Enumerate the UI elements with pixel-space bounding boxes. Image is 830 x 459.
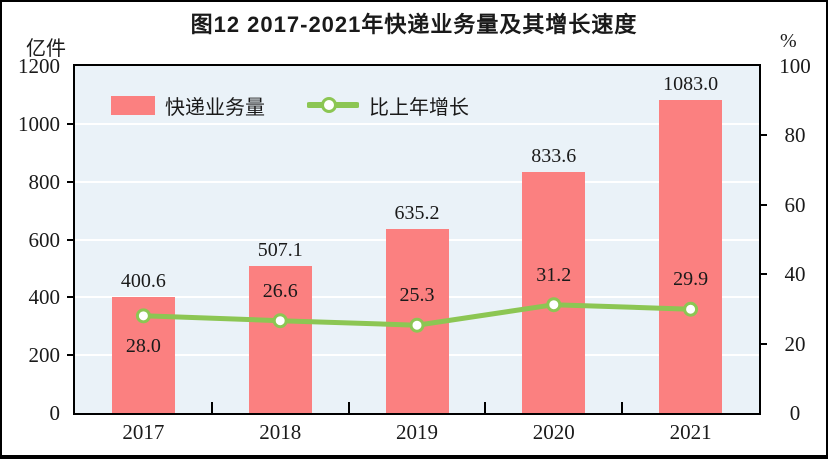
line-legend-label: 比上年增长 <box>369 96 469 119</box>
x-axis-category-label: 2019 <box>395 420 438 444</box>
plot-area: 400.6 507.1 635.2 833.6 1083.0 28.0 26.6 25.3 31… <box>73 64 761 415</box>
left-axis-tick-label: 600 <box>28 227 61 252</box>
growth-value-label: 29.9 <box>673 268 709 291</box>
chart-title: 图12 2017-2021年快递业务量及其增长速度 <box>190 12 638 37</box>
left-axis-tickmark <box>67 180 73 183</box>
right-axis-tickmark <box>761 134 767 137</box>
left-axis-tickmark <box>67 122 73 125</box>
line-point-2017 <box>135 308 151 324</box>
growth-line-chart <box>135 297 699 333</box>
right-axis-unit-label: % <box>780 30 797 52</box>
right-axis-tick-label: 80 <box>784 123 806 148</box>
growth-value-label: 31.2 <box>536 263 572 286</box>
right-axis-tickmark <box>761 342 767 345</box>
right-axis-tick-label: 100 <box>779 54 811 78</box>
bar-value-label: 400.6 <box>120 270 166 293</box>
right-axis-tickmark <box>761 203 767 206</box>
x-axis-category-label: 2021 <box>669 420 712 444</box>
gridline <box>75 122 759 125</box>
right-axis-tick-label: 0 <box>789 401 801 425</box>
bar-legend-swatch-icon <box>111 95 155 115</box>
line-point-2019 <box>409 317 425 333</box>
growth-value-label: 28.0 <box>125 334 161 357</box>
x-axis-tickmark <box>484 402 487 413</box>
right-axis-tick-label: 40 <box>784 262 806 287</box>
growth-value-label: 25.3 <box>399 284 435 307</box>
growth-value-label: 26.6 <box>262 279 298 302</box>
right-axis-tick-label: 20 <box>784 331 806 356</box>
x-axis-category-label: 2018 <box>259 420 302 444</box>
x-axis-tickmark <box>347 402 350 413</box>
legend: 快递业务量 比上年增长 <box>111 93 469 119</box>
left-axis-tickmark <box>67 238 73 241</box>
left-axis-tick-label: 200 <box>28 343 61 368</box>
x-axis-category-label: 2020 <box>532 420 575 444</box>
left-axis-tick-label: 800 <box>28 169 61 194</box>
x-axis-tickmark <box>621 402 624 413</box>
left-axis-tickmark <box>67 354 73 357</box>
gridline <box>75 180 759 183</box>
line-point-2018 <box>272 313 288 329</box>
left-axis-tick-label: 1200 <box>18 54 60 78</box>
x-axis-category-label: 2017 <box>122 420 165 444</box>
left-axis-tickmark <box>67 296 73 299</box>
bar-value-label: 635.2 <box>394 202 440 225</box>
bar-value-label: 833.6 <box>531 144 577 167</box>
line-point-2021 <box>683 301 699 317</box>
line-legend-swatch-icon <box>307 97 359 113</box>
bar-2018 <box>248 266 312 413</box>
bar-2021 <box>659 99 723 413</box>
right-axis-tick-label: 60 <box>784 192 806 217</box>
left-axis-tick-label: 0 <box>49 401 61 425</box>
right-axis-tickmark <box>761 273 767 276</box>
bar-value-label: 507.1 <box>257 239 303 262</box>
x-axis-tickmark <box>210 402 213 413</box>
bar-legend-label: 快递业务量 <box>165 96 265 119</box>
bar-value-label: 1083.0 <box>663 72 719 95</box>
bar-2020 <box>522 171 586 413</box>
line-point-2020 <box>546 297 562 313</box>
left-axis-tick-label: 400 <box>28 285 61 310</box>
left-axis-unit-label: 亿件 <box>26 38 66 60</box>
left-axis-tick-label: 1000 <box>18 111 60 136</box>
